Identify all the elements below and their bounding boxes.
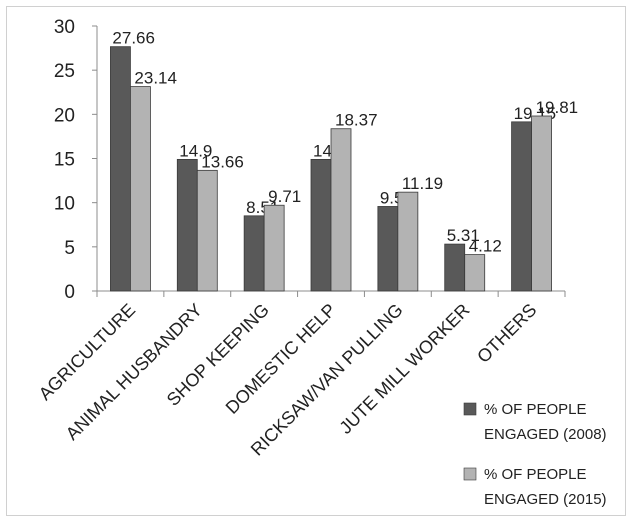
x-category-label: OTHERS [473, 300, 540, 367]
bar [397, 191, 419, 292]
bar [263, 204, 285, 292]
bar [464, 254, 486, 292]
bar [243, 215, 265, 292]
data-label: 11.19 [402, 174, 443, 193]
data-label: 9.71 [268, 187, 301, 206]
legend-label: ENGAGED (2008) [484, 426, 607, 443]
x-category-label: ANIMAL HUSBANDRY [62, 300, 206, 444]
legend-label: ENGAGED (2015) [484, 491, 607, 508]
data-label: 4.12 [469, 237, 502, 256]
data-label: 13.66 [201, 152, 244, 171]
data-label: 23.14 [134, 69, 177, 88]
bar [511, 121, 532, 292]
data-label: 14.9 [179, 141, 212, 160]
legend-label: % OF PEOPLE [484, 466, 587, 483]
legend-label: % OF PEOPLE [484, 401, 587, 418]
legend-swatch [463, 402, 477, 416]
data-label: 5.31 [447, 226, 480, 245]
y-tick-label: 10 [54, 194, 75, 215]
bar [377, 206, 399, 292]
bar [444, 243, 466, 292]
y-tick-label: 25 [54, 61, 75, 82]
bar [330, 128, 352, 292]
y-tick-label: 0 [64, 282, 75, 303]
bar [196, 169, 218, 292]
data-label: 27.66 [112, 29, 155, 48]
x-category-label: DOMESTIC HELP [222, 300, 340, 418]
legend-swatch [463, 467, 477, 481]
bar [531, 115, 552, 292]
data-label: 19.81 [536, 98, 579, 117]
y-tick-label: 15 [54, 150, 75, 171]
y-tick-label: 20 [54, 105, 75, 126]
bar [310, 158, 332, 292]
data-label: 18.37 [335, 111, 378, 130]
bar [130, 86, 151, 292]
bar [110, 46, 131, 292]
y-tick-label: 5 [64, 238, 75, 259]
x-category-label: JUTE MILL WORKER [335, 300, 473, 438]
bar [176, 158, 198, 292]
y-tick-label: 30 [54, 17, 75, 38]
